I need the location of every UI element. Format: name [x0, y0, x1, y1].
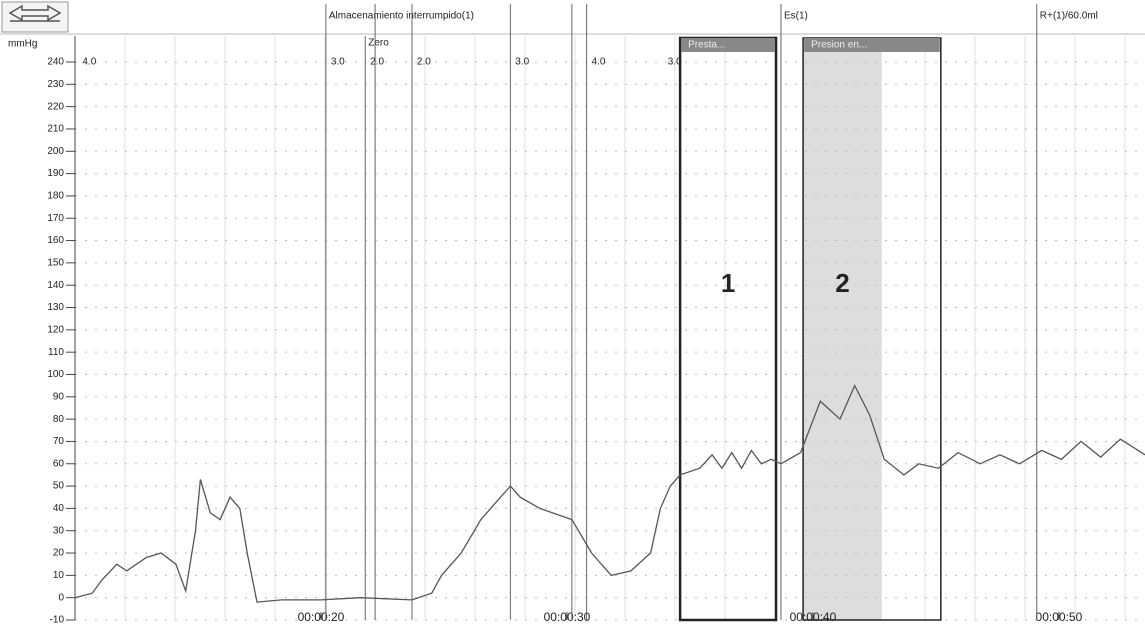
scale-label: 3.0	[515, 57, 529, 68]
y-tick-label: 120	[47, 324, 64, 335]
event-label: R+(1)/60.0ml	[1040, 11, 1098, 22]
y-tick-label: 180	[47, 191, 64, 202]
event-label: Zero	[368, 38, 389, 49]
x-tick-label: 00:00:30	[544, 610, 591, 624]
y-axis-label: mmHg	[8, 39, 37, 50]
box-header-label: Presion en...	[811, 40, 867, 51]
y-tick-label: 40	[53, 503, 65, 514]
y-tick-label: 190	[47, 168, 64, 179]
arrow-icon	[8, 4, 62, 22]
scroll-button[interactable]	[1, 1, 69, 33]
y-tick-label: 140	[47, 280, 64, 291]
y-tick-label: 230	[47, 79, 64, 90]
box-number: 2	[835, 268, 849, 298]
scale-label: 4.0	[82, 57, 96, 68]
y-tick-label: 30	[53, 525, 65, 536]
y-tick-label: 10	[53, 570, 65, 581]
event-label: Almacenamiento interrumpido(1)	[329, 11, 474, 22]
y-tick-label: 130	[47, 302, 64, 313]
pressure-trace	[74, 384, 1145, 603]
y-tick-label: 80	[53, 414, 65, 425]
y-tick-label: 50	[53, 481, 65, 492]
y-tick-label: 20	[53, 548, 65, 559]
scale-label: 3.0	[331, 57, 345, 68]
x-tick-label: 00:00:40	[790, 610, 837, 624]
y-tick-label: 210	[47, 124, 64, 135]
y-tick-label: 100	[47, 369, 64, 380]
y-tick-label: 70	[53, 436, 65, 447]
y-tick-label: 150	[47, 258, 64, 269]
y-tick-label: 220	[47, 101, 64, 112]
x-tick-label: 00:00:20	[298, 610, 345, 624]
box-header-label: Presta...	[688, 40, 725, 51]
y-tick-label: 160	[47, 235, 64, 246]
y-tick-label: 0	[58, 592, 64, 603]
box-header	[804, 38, 940, 52]
y-tick-label: 240	[47, 57, 64, 68]
box-header	[681, 38, 776, 52]
y-tick-label: 200	[47, 146, 64, 157]
event-label: Es(1)	[784, 11, 808, 22]
scale-label: 3.0	[668, 57, 682, 68]
scale-label: 2.0	[417, 57, 431, 68]
y-tick-label: 90	[53, 391, 65, 402]
y-tick-label: 110	[48, 347, 64, 358]
box-number: 1	[721, 268, 735, 298]
y-tick-label: -10	[50, 615, 65, 626]
y-tick-label: 60	[53, 458, 65, 469]
scale-label: 2.0	[370, 57, 384, 68]
y-tick-label: 170	[47, 213, 64, 224]
x-tick-label: 00:00:50	[1036, 610, 1083, 624]
shaded-region	[803, 52, 882, 620]
scale-label: 4.0	[592, 57, 606, 68]
